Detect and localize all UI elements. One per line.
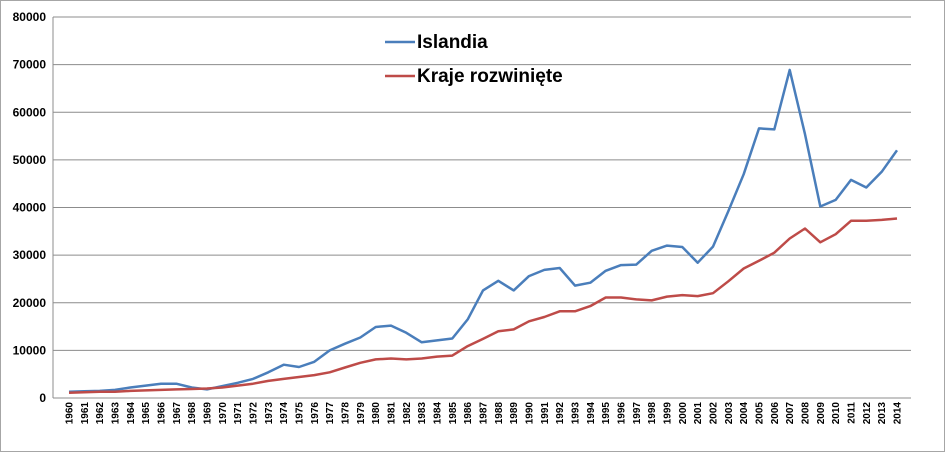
y-tick-label: 70000 [13,58,47,72]
x-tick-label: 1974 [279,402,290,425]
legend-label: Islandia [417,32,488,53]
x-tick-label: 1980 [371,402,382,425]
x-tick-label: 1976 [310,402,321,425]
x-tick-label: 2006 [770,402,781,425]
x-tick-label: 2011 [847,402,858,424]
x-tick-label: 1983 [417,402,428,425]
x-tick-label: 1998 [647,402,658,425]
x-tick-label: 1992 [555,402,566,425]
x-tick-label: 2009 [816,402,827,425]
x-tick-label: 1993 [571,402,582,425]
x-tick-label: 1985 [448,402,459,425]
y-tick-label: 80000 [13,10,47,24]
x-tick-label: 1965 [141,402,152,425]
x-tick-label: 2005 [755,402,766,425]
x-tick-label: 1996 [617,402,628,425]
x-tick-label: 1997 [632,402,643,425]
series-line-0 [68,68,899,394]
x-tick-label: 1988 [494,402,505,425]
x-tick-label: 2010 [831,402,842,425]
x-tick-label: 1962 [95,402,106,425]
y-tick-label: 60000 [13,105,47,119]
x-tick-label: 1966 [157,402,168,425]
x-tick-label: 1991 [540,402,551,425]
x-tick-label: 2013 [877,402,888,425]
y-axis-ticks: 0 10000 20000 30000 40000 50000 60000 70000 8000… [13,10,47,405]
x-tick-label: 1978 [341,402,352,425]
x-tick-label: 1979 [356,402,367,425]
x-tick-label: 1967 [172,402,183,425]
x-tick-label: 2014 [893,402,904,425]
x-tick-label: 1973 [264,402,275,425]
x-tick-label: 1995 [601,402,612,425]
x-tick-label: 1969 [203,402,214,425]
x-tick-label: 1971 [233,402,244,425]
y-tick-label: 50000 [13,153,47,167]
x-tick-label: 1984 [433,402,444,425]
x-tick-label: 1961 [80,402,91,425]
x-tick-label: 1964 [126,402,137,425]
x-tick-label: 1999 [663,402,674,425]
x-tick-label: 2007 [785,402,796,425]
x-tick-label: 2003 [724,402,735,425]
x-tick-label: 1960 [65,402,76,425]
series-lines [68,68,899,395]
x-tick-label: 2002 [709,402,720,425]
x-tick-label: 1968 [187,402,198,425]
x-tick-label: 1972 [249,402,260,425]
x-tick-label: 1986 [463,402,474,425]
y-tick-label: 0 [39,391,46,405]
x-tick-label: 1994 [586,402,597,425]
x-tick-label: 1982 [402,402,413,425]
x-tick-label: 1975 [295,402,306,425]
y-tick-label: 30000 [13,248,47,262]
x-tick-label: 1977 [325,402,336,425]
x-tick-label: 2001 [693,402,704,425]
legend: Islandia Kraje rozwinięte [385,32,563,87]
gridlines [53,16,911,351]
x-tick-label: 2008 [801,402,812,425]
x-tick-label: 1989 [509,402,520,425]
x-tick-label: 2012 [862,402,873,425]
x-tick-label: 2000 [678,402,689,425]
x-tick-label: 1987 [479,402,490,425]
x-tick-label: 1963 [111,402,122,425]
y-tick-label: 10000 [13,343,47,357]
y-tick-label: 40000 [13,201,47,215]
x-tick-label: 1970 [218,402,229,425]
legend-label: Kraje rozwinięte [417,66,563,87]
series-line-1 [68,217,898,395]
x-axis-ticks: 1960 1961 1962 1963 1964 1965 1966 1967 1968 1969… [65,402,904,425]
x-tick-label: 1981 [387,402,398,425]
x-tick-label: 1990 [525,402,536,425]
x-tick-label: 2004 [739,402,750,425]
y-tick-label: 20000 [13,296,47,310]
axes [52,17,911,399]
